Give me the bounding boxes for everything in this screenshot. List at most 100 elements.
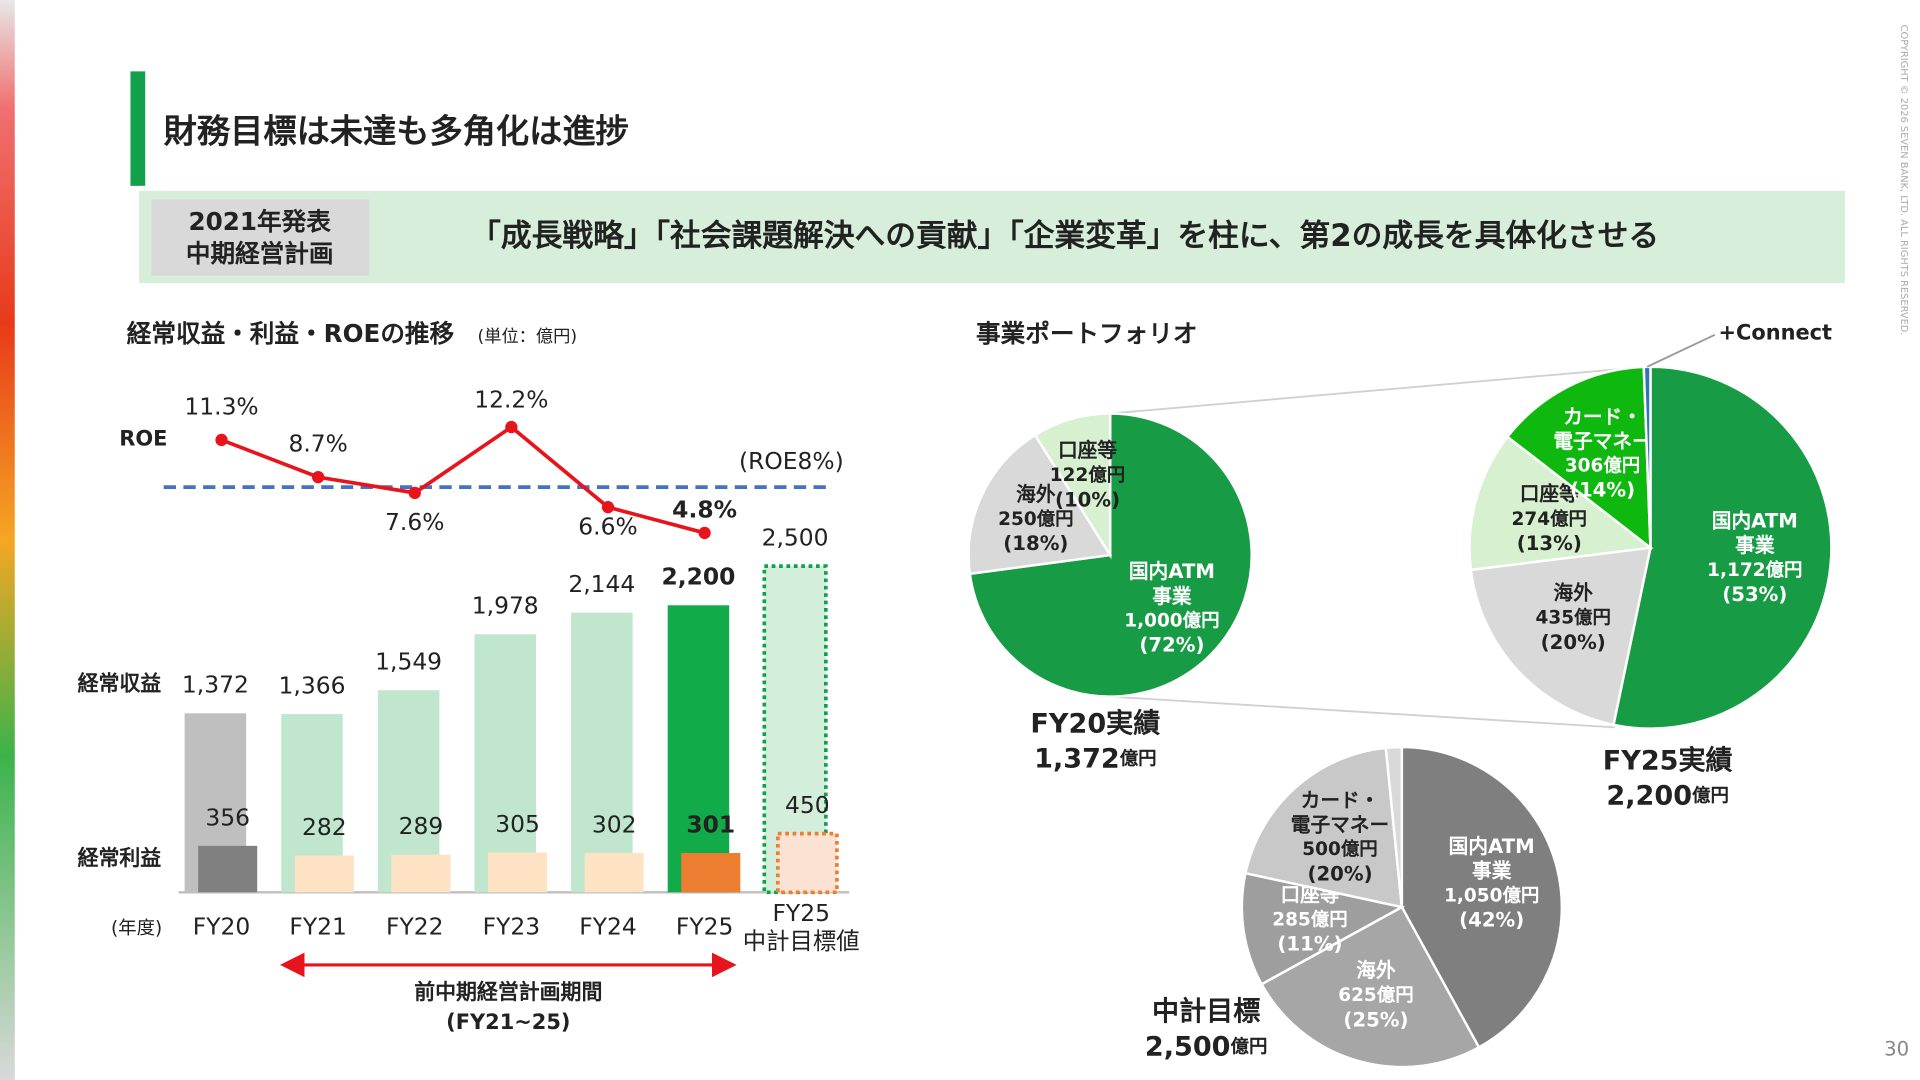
slice-name: 口座等 [1520, 483, 1579, 506]
slice-name: 海外 [1554, 582, 1594, 605]
slice-name: カード・電子マネー [1291, 788, 1389, 836]
pie-slice [967, 433, 1113, 576]
bar [198, 845, 258, 893]
pie-slice [1642, 365, 1652, 548]
roe-point [601, 501, 615, 514]
slice-name: 国内ATM 事業 [1449, 835, 1535, 883]
data-label: 1,549 [375, 648, 442, 676]
slice-name: +Connect [1718, 321, 1832, 345]
data-label: 8.7% [288, 430, 347, 458]
bar [584, 852, 644, 893]
data-label: 450 [785, 791, 830, 819]
data-label: 7.6% [385, 508, 444, 536]
roe-point [698, 526, 711, 540]
slice-percent: (25%) [1343, 1008, 1408, 1031]
banner-text: 「成長戦略」「社会課題解決への貢献」「企業変革」を柱に、第2の成長を具体化させる [470, 218, 1659, 254]
x-tick-label: FY25 [676, 913, 733, 941]
slice-percent: (72%) [1139, 634, 1204, 657]
page-number: 30 [1884, 1037, 1909, 1060]
roe-point [408, 486, 421, 500]
data-label: 1,372 [182, 671, 249, 699]
pie-total-value: 1,372 [1034, 743, 1120, 774]
slice-name: 口座等 [1058, 439, 1117, 462]
portfolio-title: 事業ポートフォリオ [976, 319, 1197, 348]
banner-label-box [151, 199, 370, 276]
bar [474, 634, 536, 893]
slice-value: 1,000億円 [1124, 609, 1219, 631]
bar [681, 853, 741, 893]
data-label: 2,500 [762, 524, 829, 552]
chart-subtitle: (単位：億円) [478, 327, 578, 347]
pie-total-unit: 億円 [1231, 1035, 1268, 1057]
x-tick-label: FY24 [579, 913, 636, 941]
slice-value: 435億円 [1536, 607, 1611, 629]
slice-percent: (53%) [1722, 583, 1787, 606]
bar [488, 852, 548, 893]
reference-label: (ROE8%) [739, 447, 844, 475]
slice-name: 海外 [1016, 483, 1056, 506]
pie-total: 1,372億円 [1034, 743, 1157, 774]
pie-slice [1505, 365, 1652, 551]
slice-percent: (10%) [1055, 488, 1120, 511]
data-label: 289 [399, 812, 444, 840]
x-axis-label: (年度) [111, 918, 162, 939]
pie-slice [1384, 745, 1404, 908]
pie-slice [1468, 435, 1654, 572]
slice-percent: (18%) [1003, 532, 1068, 555]
slice-percent: (42%) [1459, 908, 1524, 931]
pie-slice [1469, 546, 1653, 727]
data-label: 2,200 [661, 563, 735, 591]
slice-name: 国内ATM 事業 [1129, 560, 1215, 608]
slice-value: 1,050億円 [1444, 884, 1539, 906]
slice-name: 国内ATM 事業 [1712, 509, 1798, 557]
pie-slice [1244, 746, 1404, 909]
bar [294, 855, 354, 893]
slice-percent: (13%) [1517, 532, 1582, 555]
data-label: 11.3% [184, 392, 258, 420]
data-label: 2,144 [568, 570, 635, 598]
x-tick-label: FY23 [483, 913, 540, 941]
slice-name: カード・電子マネー [1553, 405, 1651, 453]
data-label: 12.2% [474, 386, 548, 414]
slice-value: 274億円 [1512, 508, 1587, 530]
data-label: 305 [495, 810, 540, 838]
x-tick-label: FY21 [289, 913, 346, 941]
pie-total-value: 2,500 [1145, 1031, 1231, 1062]
pie-total-value: 2,200 [1606, 780, 1692, 811]
data-label: 356 [205, 803, 250, 831]
pie-total: 2,200億円 [1606, 780, 1729, 811]
annotation: 前中期経営計画期間(FY21~25) [414, 980, 602, 1034]
slide-title: 財務目標は未達も多角化は進捗 [164, 111, 629, 150]
slice-percent: (20%) [1307, 862, 1372, 885]
slice-value: 625億円 [1338, 984, 1413, 1006]
slice-value: 1,172億円 [1707, 559, 1802, 581]
edge-stripe [0, 0, 15, 1080]
data-label: 4.8% [672, 495, 737, 523]
slice-value: 285億円 [1272, 908, 1347, 930]
data-label: 6.6% [578, 513, 637, 541]
pie-slice [1400, 745, 1564, 1049]
zoom-line [1110, 365, 1647, 415]
banner-label: 2021年発表中期経営計画 [186, 207, 334, 268]
bar [776, 831, 839, 895]
pie-title: FY25実績 [1603, 744, 1733, 776]
pie-title: FY20実績 [1030, 707, 1160, 739]
zoom-line [1110, 695, 1615, 729]
slice-percent: (14%) [1570, 479, 1635, 502]
pie-slice [1612, 365, 1833, 730]
title-accent [130, 71, 146, 186]
leader-line [1646, 333, 1716, 368]
slice-value: 500億円 [1302, 838, 1377, 860]
bar [571, 612, 633, 893]
pie-total-unit: 億円 [1120, 747, 1157, 769]
roe-point [312, 470, 325, 484]
slice-value: 122億円 [1050, 464, 1125, 486]
slice-percent: (20%) [1541, 631, 1606, 654]
pie-slice [1240, 871, 1406, 986]
pie-title: 中計目標 [1152, 995, 1260, 1027]
series-name: 経常収益 [78, 671, 162, 695]
pie-total: 2,500億円 [1145, 1031, 1268, 1062]
data-label: 282 [302, 813, 347, 841]
